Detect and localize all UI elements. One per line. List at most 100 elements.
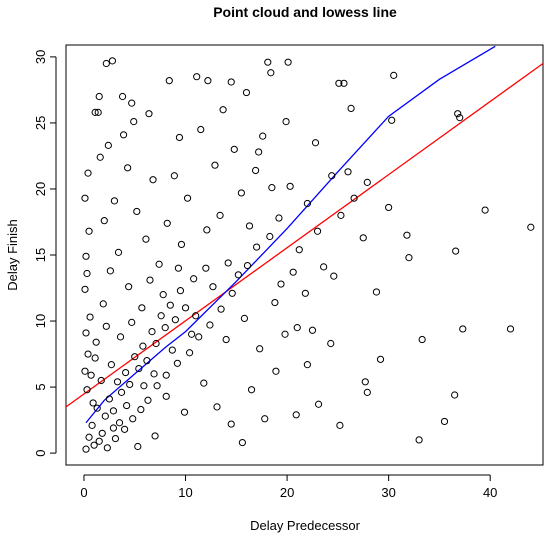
- point: [94, 108, 102, 116]
- point: [170, 172, 178, 180]
- point: [173, 359, 182, 367]
- point: [247, 386, 256, 394]
- point: [277, 280, 285, 288]
- point: [264, 58, 272, 66]
- point: [292, 411, 300, 419]
- point: [385, 203, 393, 212]
- point: [284, 58, 292, 66]
- point: [237, 189, 245, 197]
- point: [157, 312, 165, 320]
- point: [261, 415, 269, 423]
- point: [159, 291, 167, 299]
- y-tick-label: 10: [33, 314, 48, 328]
- point: [84, 350, 92, 358]
- point: [89, 399, 97, 407]
- point: [84, 169, 92, 177]
- point: [98, 429, 106, 437]
- point: [81, 285, 89, 293]
- point: [122, 368, 130, 377]
- point: [109, 424, 118, 432]
- point: [185, 349, 194, 357]
- point: [111, 434, 120, 443]
- point: [327, 339, 335, 348]
- point: [85, 227, 93, 235]
- point: [390, 71, 398, 79]
- point: [120, 425, 129, 433]
- point: [227, 78, 235, 86]
- point: [148, 328, 156, 336]
- point: [128, 99, 136, 107]
- point: [108, 57, 117, 65]
- point: [347, 104, 355, 112]
- point: [83, 386, 91, 394]
- point: [91, 354, 99, 362]
- point: [105, 395, 113, 403]
- point: [266, 232, 274, 241]
- point: [204, 77, 212, 85]
- point: [150, 370, 158, 378]
- point: [350, 194, 358, 202]
- point: [116, 333, 125, 341]
- point: [139, 342, 147, 350]
- point: [144, 396, 152, 404]
- point: [110, 197, 119, 205]
- point: [82, 445, 90, 453]
- x-tick-label: 30: [381, 485, 395, 500]
- point: [238, 438, 246, 447]
- point: [97, 376, 105, 385]
- point: [361, 378, 369, 386]
- point: [155, 260, 163, 268]
- point: [216, 211, 224, 219]
- point: [451, 391, 459, 399]
- point: [140, 382, 148, 390]
- point: [234, 271, 242, 279]
- point: [330, 272, 338, 280]
- point: [104, 141, 112, 149]
- point: [119, 131, 128, 139]
- point: [96, 153, 104, 161]
- point: [180, 408, 189, 416]
- point: [272, 367, 280, 375]
- point: [143, 357, 151, 365]
- point: [228, 289, 236, 297]
- point: [295, 246, 303, 254]
- point: [372, 288, 381, 296]
- point: [128, 318, 136, 326]
- point: [137, 405, 145, 414]
- point: [527, 223, 535, 231]
- point: [183, 194, 192, 202]
- y-tick-label: 15: [33, 248, 48, 262]
- point: [245, 222, 254, 230]
- point: [118, 92, 127, 101]
- point: [142, 235, 150, 243]
- point: [200, 379, 208, 387]
- point: [153, 382, 161, 390]
- y-tick-label: 20: [33, 182, 48, 196]
- point: [168, 346, 176, 354]
- x-tick-label: 0: [80, 485, 87, 500]
- point: [161, 324, 169, 332]
- point: [95, 437, 103, 445]
- point: [454, 110, 462, 118]
- point: [363, 388, 371, 396]
- point: [124, 164, 132, 172]
- point: [311, 139, 320, 147]
- point: [405, 254, 413, 262]
- point: [123, 401, 131, 410]
- point: [335, 79, 343, 87]
- y-tick-label: 25: [33, 116, 48, 130]
- point: [107, 361, 115, 369]
- point: [162, 371, 170, 379]
- point: [286, 182, 294, 190]
- point: [243, 261, 252, 270]
- point: [227, 420, 235, 428]
- plot-box: [65, 44, 544, 466]
- point: [192, 312, 200, 320]
- point: [177, 240, 186, 249]
- point: [138, 304, 146, 312]
- point: [202, 264, 210, 272]
- y-tick-label: 30: [33, 50, 48, 64]
- y-axis-label: Delay Finish: [5, 219, 20, 291]
